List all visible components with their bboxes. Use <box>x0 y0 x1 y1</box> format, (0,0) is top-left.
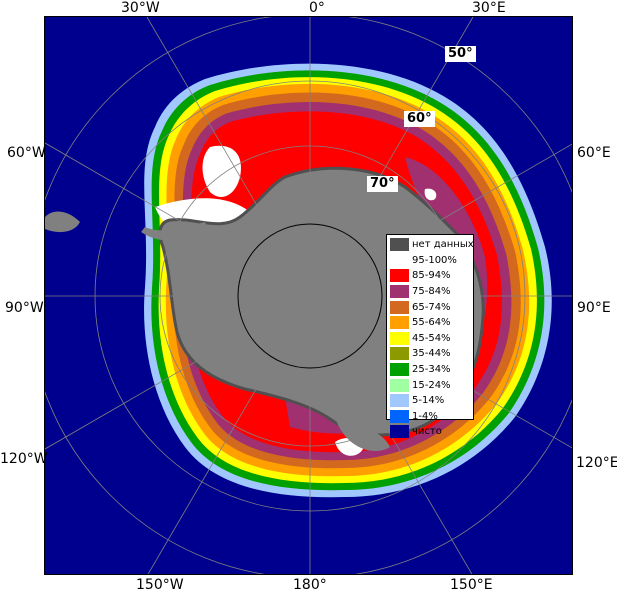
legend-swatch <box>390 425 409 439</box>
legend-item: 75-84% <box>390 284 473 300</box>
legend-swatch <box>390 316 409 330</box>
map-frame: нет данных 95-100% 85-94% 75-84% 65-74% 55-64… <box>44 16 573 575</box>
legend: нет данных 95-100% 85-94% 75-84% 65-74% 55-64… <box>386 234 474 439</box>
legend-swatch <box>390 331 409 345</box>
legend-swatch <box>390 409 409 423</box>
legend-label: 65-74% <box>412 301 451 313</box>
legend-label: чисто <box>412 426 442 438</box>
legend-item: 65-74% <box>390 299 473 315</box>
latitude-label-70: 70° <box>367 176 398 192</box>
south-america-fragment <box>45 211 80 233</box>
legend-swatch <box>390 347 409 361</box>
legend-swatch <box>390 269 409 283</box>
legend-item: 85-94% <box>390 268 473 284</box>
legend-item: 55-64% <box>390 315 473 331</box>
polar-ice-map <box>45 17 572 574</box>
ice-patch-95-100-a <box>202 145 241 197</box>
legend-item: чисто <box>390 424 473 440</box>
legend-item: нет данных <box>390 237 474 253</box>
legend-swatch <box>390 238 409 252</box>
legend-item: 35-44% <box>390 346 473 362</box>
longitude-label-60w: 60°W <box>7 145 46 161</box>
legend-label: 75-84% <box>412 286 451 298</box>
legend-item: 45-54% <box>390 331 473 347</box>
longitude-label-120w: 120°W <box>0 451 48 467</box>
legend-label: 85-94% <box>412 270 451 282</box>
graticule-over-land <box>237 223 383 369</box>
longitude-label-90e: 90°E <box>577 300 611 316</box>
graticule <box>45 17 572 574</box>
coast-patch-south <box>335 417 390 452</box>
legend-label: 5-14% <box>412 395 445 407</box>
legend-label: 25-34% <box>412 364 451 376</box>
longitude-label-150e: 150°E <box>450 577 493 593</box>
longitude-label-180: 180° <box>293 577 327 593</box>
legend-label: нет данных <box>412 239 474 251</box>
legend-swatch <box>390 394 409 408</box>
legend-swatch <box>390 300 409 314</box>
longitude-label-90w: 90°W <box>5 300 44 316</box>
legend-swatch <box>390 253 409 267</box>
ice-patch-95-100-d <box>424 188 437 201</box>
antarctic-peninsula <box>141 222 210 241</box>
longitude-label-60e: 60°E <box>577 145 611 161</box>
legend-item: 25-34% <box>390 362 473 378</box>
latitude-label-60: 60° <box>404 111 435 127</box>
latitude-label-50: 50° <box>445 46 476 62</box>
legend-swatch <box>390 378 409 392</box>
legend-label: 35-44% <box>412 348 451 360</box>
legend-label: 45-54% <box>412 332 451 344</box>
longitude-label-0: 0° <box>309 0 325 16</box>
longitude-label-30w: 30°W <box>121 0 160 16</box>
legend-item: 1-4% <box>390 409 473 425</box>
legend-item: 5-14% <box>390 393 473 409</box>
legend-item: 95-100% <box>390 253 473 269</box>
longitude-label-30e: 30°E <box>472 0 506 16</box>
longitude-label-120e: 120°E <box>576 455 617 471</box>
legend-label: 15-24% <box>412 379 451 391</box>
legend-swatch <box>390 285 409 299</box>
legend-label: 55-64% <box>412 317 451 329</box>
legend-item: 15-24% <box>390 377 473 393</box>
longitude-label-150w: 150°W <box>136 577 184 593</box>
legend-swatch <box>390 363 409 377</box>
legend-label: 95-100% <box>412 254 457 266</box>
legend-label: 1-4% <box>412 410 438 422</box>
